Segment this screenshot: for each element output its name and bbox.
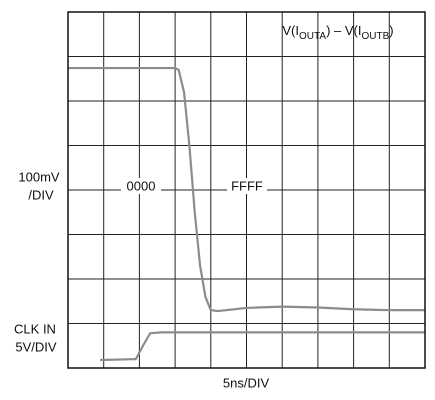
title-part: ) (389, 23, 393, 38)
title-part: V(I (282, 23, 299, 38)
title-part: ) – V(I (326, 23, 361, 38)
x-label: 5ns/DIV (223, 375, 270, 390)
label-backdrop (227, 178, 267, 194)
annotation: FFFF (231, 178, 263, 193)
trace-line (68, 66, 425, 313)
y-label: CLK IN (14, 321, 56, 336)
traces (68, 66, 425, 362)
chart-title: V(IOUTA) – V(IOUTB) (282, 23, 393, 41)
y-label: 5V/DIV (15, 339, 57, 354)
annotation: 0000 (127, 178, 156, 193)
label-backdrop (121, 178, 161, 194)
title-part: OUTA (299, 31, 326, 42)
plot-frame (67, 11, 426, 369)
y-label: /DIV (28, 187, 54, 202)
trace-line (100, 331, 425, 362)
y-label: 100mV (18, 169, 60, 184)
title-part: OUTB (361, 31, 389, 42)
